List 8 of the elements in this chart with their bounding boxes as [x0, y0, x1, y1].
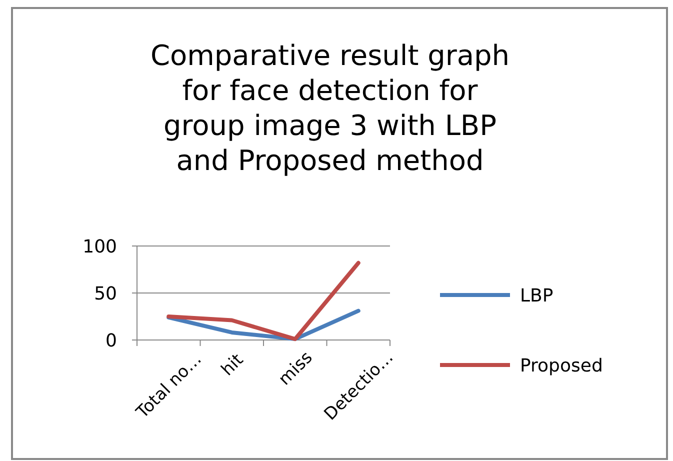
chart-title: Comparative result graph for face detection for group image 3 with LBP and Proposed method [150, 39, 510, 177]
y-tick-label: 100 [82, 236, 117, 258]
legend-label: LBP [520, 285, 554, 306]
legend-label: Proposed [520, 355, 603, 376]
line-series [166, 260, 360, 342]
y-tick-label: 50 [94, 283, 117, 304]
x-tick-label: hit [218, 350, 248, 380]
y-tick-label: 0 [106, 330, 117, 352]
